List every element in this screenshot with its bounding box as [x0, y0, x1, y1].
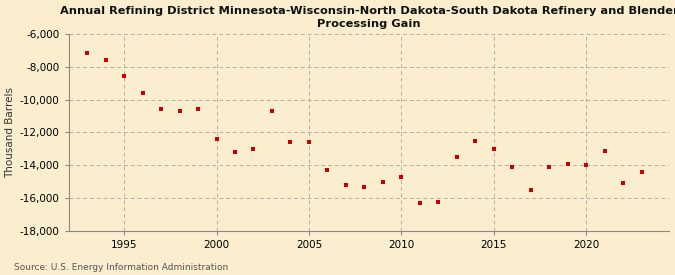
Point: [637, 170, 647, 174]
Point: [433, 199, 443, 204]
Point: [396, 175, 407, 179]
Point: [507, 165, 518, 169]
Point: [82, 51, 92, 56]
Point: [470, 138, 481, 143]
Point: [156, 107, 167, 112]
Point: [544, 165, 555, 169]
Point: [174, 109, 185, 113]
Point: [599, 148, 610, 153]
Point: [525, 188, 536, 192]
Point: [192, 107, 203, 112]
Point: [304, 140, 315, 144]
Point: [414, 201, 425, 205]
Point: [489, 147, 500, 151]
Point: [322, 168, 333, 172]
Point: [230, 150, 240, 154]
Point: [285, 140, 296, 144]
Point: [562, 161, 573, 166]
Point: [248, 147, 259, 151]
Point: [267, 109, 277, 113]
Title: Annual Refining District Minnesota-Wisconsin-North Dakota-South Dakota Refinery : Annual Refining District Minnesota-Wisco…: [59, 6, 675, 29]
Point: [359, 185, 370, 189]
Y-axis label: Thousand Barrels: Thousand Barrels: [5, 87, 16, 178]
Point: [119, 74, 130, 79]
Point: [340, 183, 351, 187]
Point: [377, 180, 388, 184]
Text: Source: U.S. Energy Information Administration: Source: U.S. Energy Information Administ…: [14, 263, 227, 272]
Point: [211, 137, 222, 141]
Point: [581, 163, 592, 167]
Point: [137, 91, 148, 95]
Point: [100, 58, 111, 62]
Point: [618, 181, 628, 186]
Point: [452, 155, 462, 159]
